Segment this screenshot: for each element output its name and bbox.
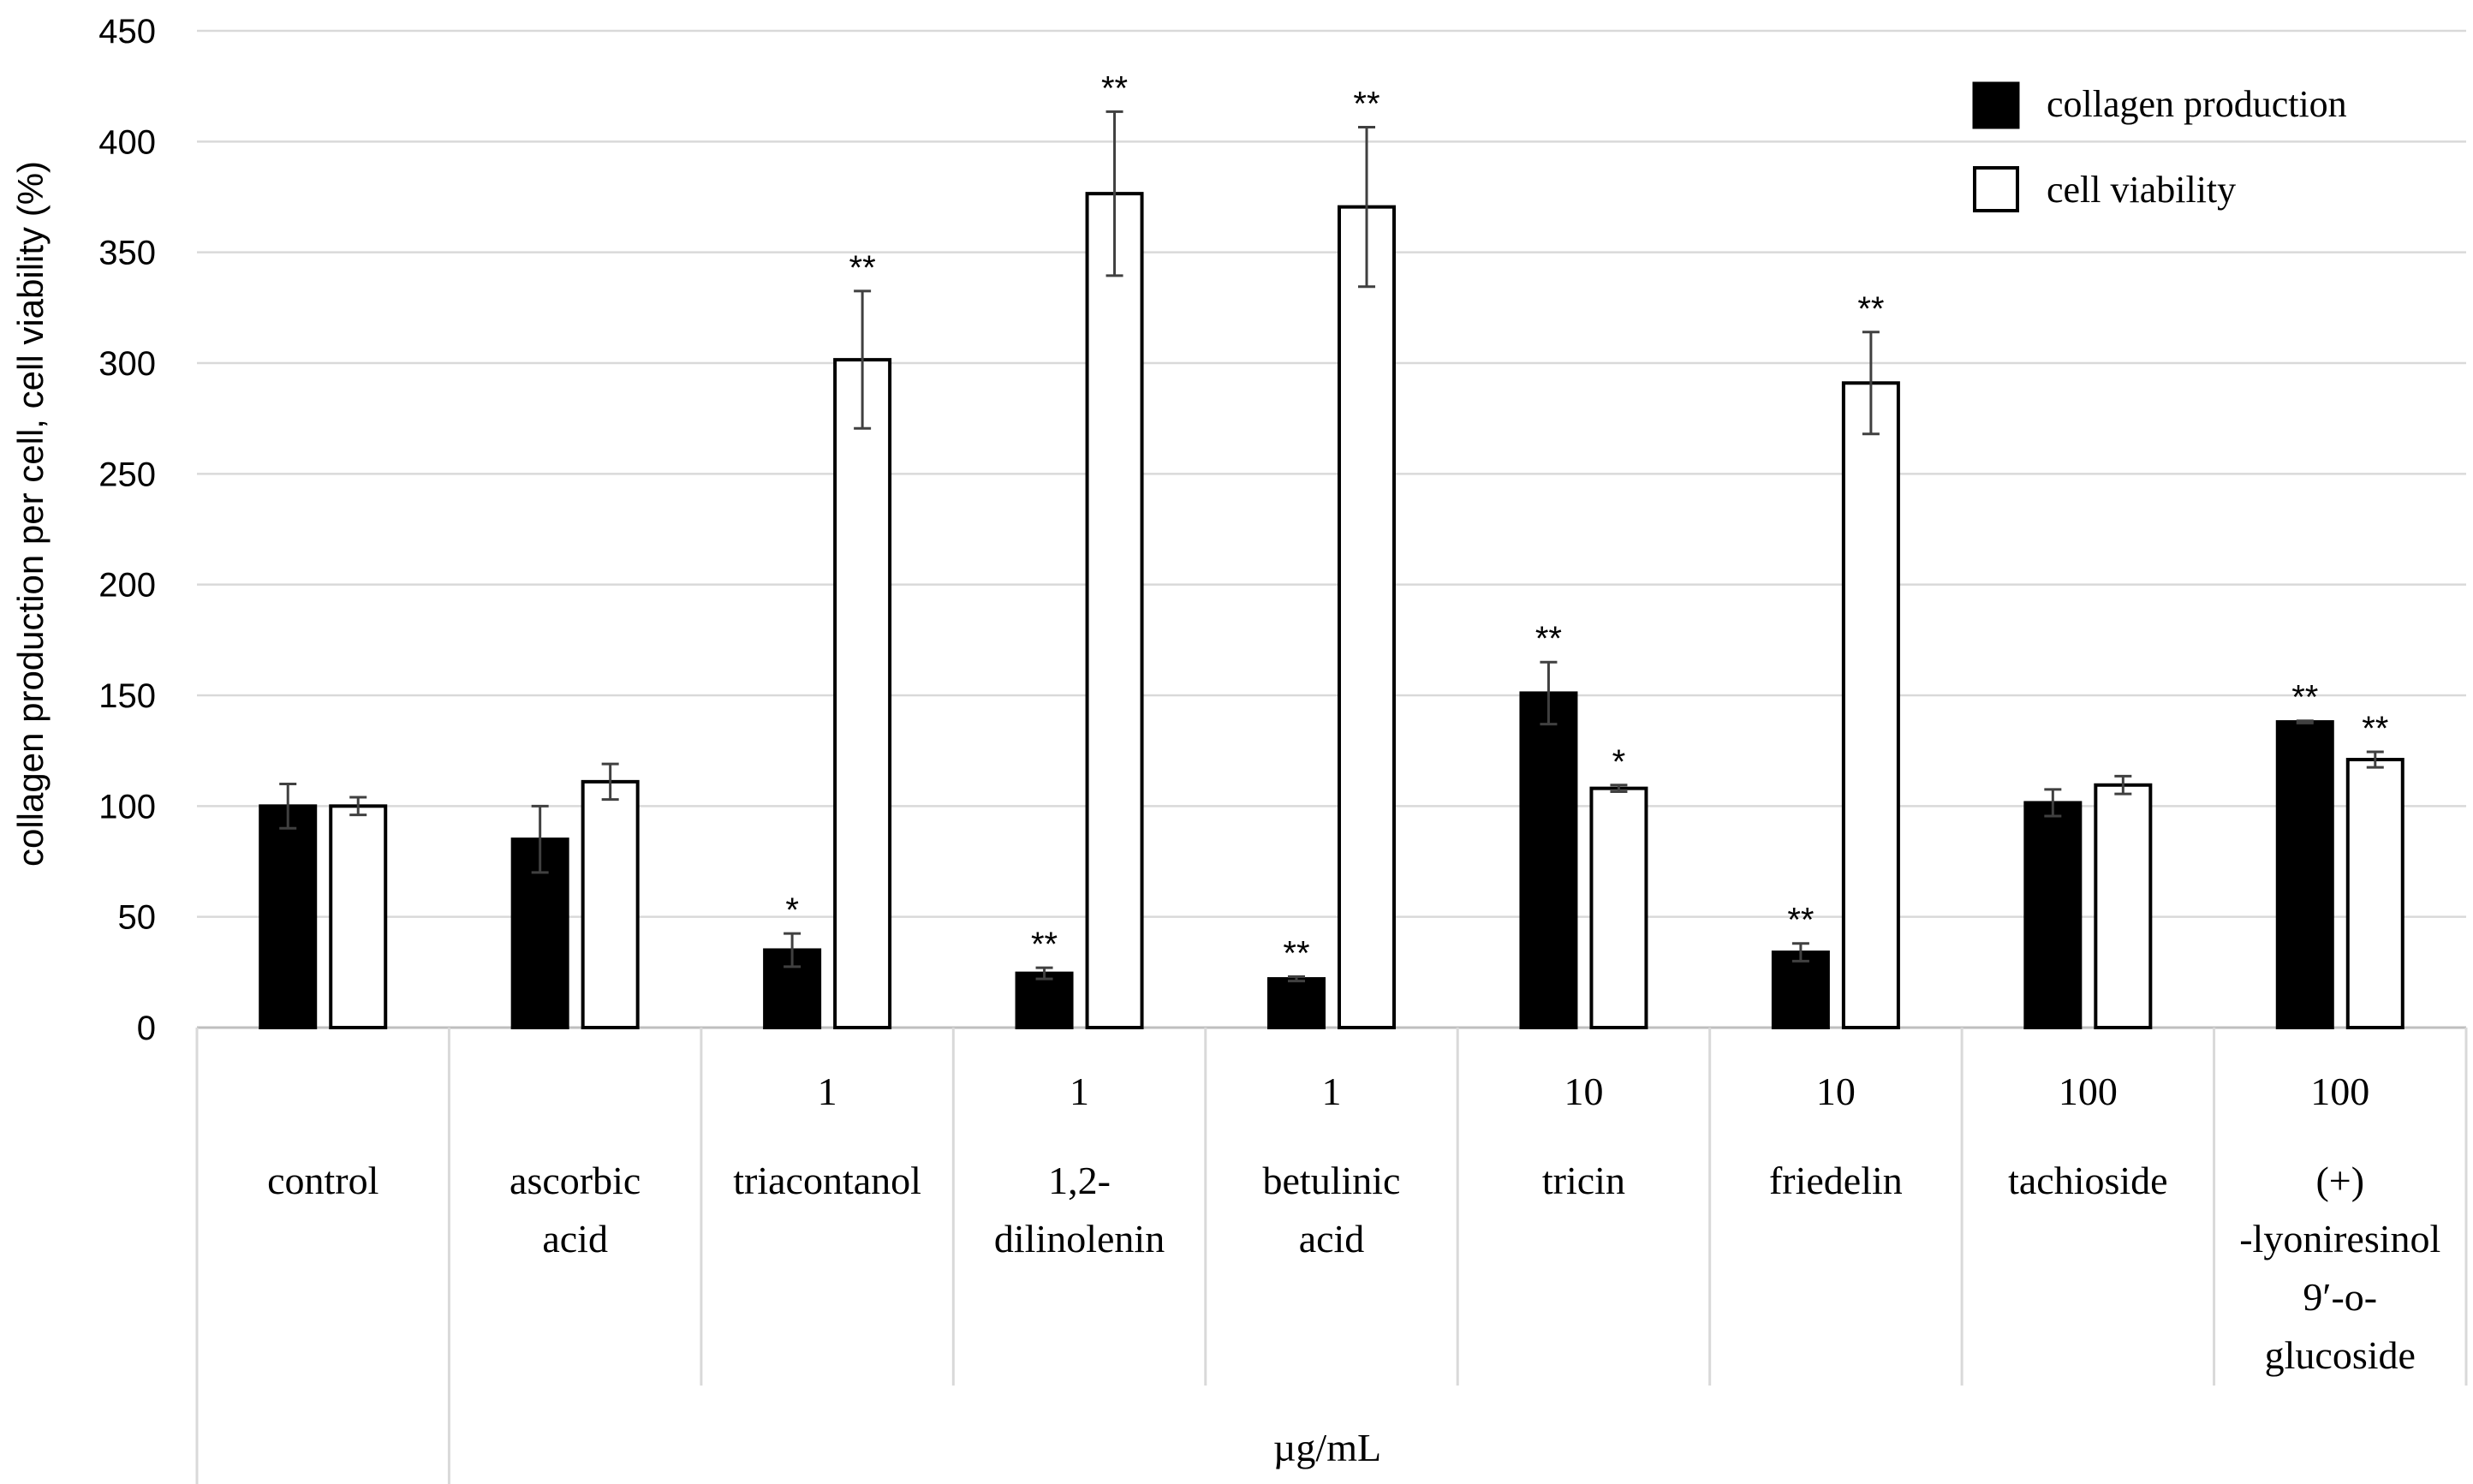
bar-viability-5 — [1589, 786, 1648, 1029]
bar-viability-3 — [1085, 192, 1144, 1029]
significance-mark: ** — [2291, 679, 2318, 717]
bar-collagen-0 — [259, 804, 318, 1029]
bar-collagen-6 — [1771, 951, 1830, 1030]
y-tick-label: 350 — [98, 235, 156, 272]
category-label: friedelin — [1769, 1159, 1903, 1202]
bar-viability-6 — [1841, 381, 1900, 1029]
significance-mark: ** — [1787, 902, 1814, 939]
category-label: acid — [1299, 1217, 1365, 1261]
gridlines — [197, 29, 2466, 1029]
legend-label-collagen-production: collagen production — [2047, 83, 2347, 125]
bar-collagen-5 — [1519, 691, 1578, 1029]
y-axis-title: collagen production per cell, cell viabi… — [10, 161, 51, 867]
bar-collagen-3 — [1015, 971, 1074, 1030]
error-bars — [279, 110, 2384, 983]
legend-label-cell-viability: cell viability — [2047, 169, 2236, 211]
category-label: tachioside — [2008, 1159, 2168, 1202]
concentration-label: 10 — [1816, 1070, 1856, 1113]
category-label: 9′-o- — [2303, 1275, 2377, 1319]
legend-swatch-cell-viability — [1973, 166, 2019, 212]
significance-mark: ** — [1535, 620, 1562, 658]
bar-viability-1 — [581, 779, 640, 1029]
x-axis-category-table — [195, 1028, 2468, 1484]
category-label: betulinic — [1263, 1159, 1401, 1202]
y-axis-ticks: 0 50 100 150 200 250 300 350 400 450 — [98, 13, 156, 1047]
category-label: control — [267, 1159, 378, 1202]
category-labels: control ascorbic acid 1 triacontanol 1 1,2- dil… — [267, 1070, 2440, 1377]
bar-viability-2 — [833, 358, 892, 1029]
y-tick-label: 200 — [98, 567, 156, 605]
significance-mark: ** — [1101, 69, 1128, 107]
category-label: (+) — [2315, 1159, 2364, 1202]
significance-mark: ** — [849, 249, 876, 287]
significance-marks: ********************** — [785, 69, 2388, 972]
category-label: acid — [542, 1217, 608, 1261]
y-tick-label: 250 — [98, 456, 156, 493]
significance-mark: * — [785, 891, 799, 929]
bar-viability-8 — [2345, 758, 2404, 1029]
legend: collagen production cell viability — [1972, 81, 2347, 212]
y-tick-label: 150 — [98, 677, 156, 715]
unit-label: µg/mL — [1273, 1426, 1381, 1469]
y-tick-label: 400 — [98, 123, 156, 161]
concentration-label: 100 — [2310, 1070, 2369, 1113]
significance-mark: ** — [1353, 86, 1380, 123]
concentration-label: 100 — [2059, 1070, 2118, 1113]
bar-collagen-7 — [2023, 801, 2083, 1029]
bar-collagen-8 — [2275, 720, 2334, 1029]
category-label: dilinolenin — [994, 1217, 1165, 1261]
bar-viability-4 — [1338, 205, 1396, 1029]
y-tick-label: 0 — [137, 1010, 156, 1047]
significance-mark: ** — [2362, 710, 2388, 748]
y-tick-label: 100 — [98, 788, 156, 825]
bar-viability-0 — [329, 804, 388, 1029]
category-label: 1,2- — [1048, 1159, 1111, 1202]
bar-collagen-4 — [1267, 977, 1326, 1030]
bars — [259, 192, 2404, 1030]
category-label: glucoside — [2265, 1333, 2416, 1377]
concentration-label: 10 — [1564, 1070, 1603, 1113]
category-label: ascorbic — [509, 1159, 641, 1202]
significance-mark: ** — [1857, 290, 1884, 328]
concentration-label: 1 — [818, 1070, 837, 1113]
y-tick-label: 450 — [98, 13, 156, 51]
y-tick-label: 50 — [118, 899, 157, 937]
legend-swatch-collagen-production — [1972, 81, 2020, 129]
significance-mark: ** — [1031, 926, 1058, 963]
significance-mark: * — [1612, 743, 1626, 781]
concentration-label: 1 — [1070, 1070, 1089, 1113]
bar-viability-7 — [2094, 783, 2153, 1029]
category-label: triacontanol — [733, 1159, 921, 1202]
category-label: tricin — [1542, 1159, 1625, 1202]
category-label: -lyoniresinol — [2239, 1217, 2440, 1261]
y-tick-label: 300 — [98, 345, 156, 383]
concentration-label: 1 — [1322, 1070, 1342, 1113]
significance-mark: ** — [1283, 935, 1309, 973]
